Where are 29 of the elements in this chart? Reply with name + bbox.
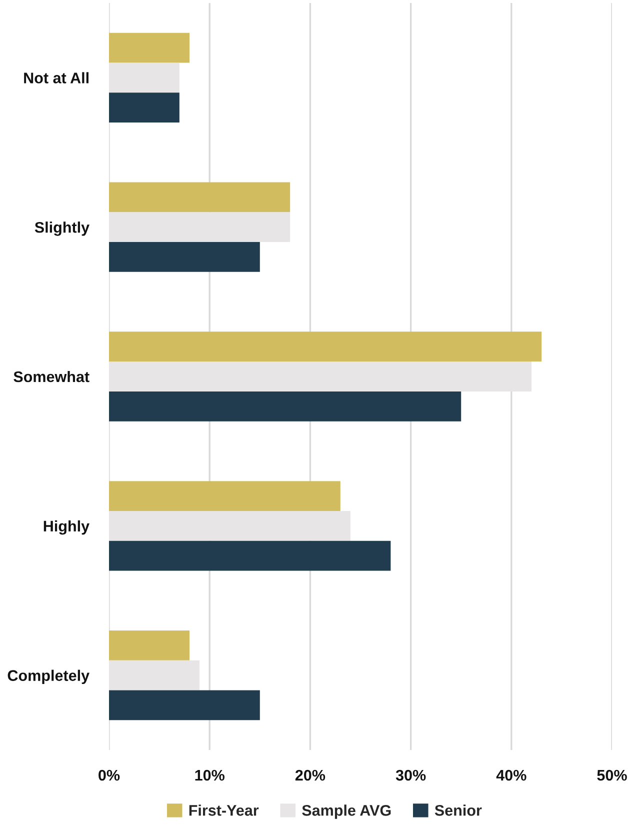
y-tick-label: Somewhat [14, 370, 90, 382]
bar [109, 92, 180, 123]
bar [109, 32, 190, 63]
x-tick-label: 0% [98, 770, 120, 781]
bar [109, 242, 260, 272]
legend-label: Senior [434, 804, 482, 816]
x-tick-label: 40% [496, 770, 526, 781]
bar [109, 540, 391, 571]
bar [109, 660, 200, 690]
x-tick-label: 20% [295, 770, 326, 781]
bar [109, 332, 542, 362]
bar [109, 362, 532, 392]
bar [109, 212, 290, 242]
bar [109, 690, 260, 720]
y-tick-label: Not at All [24, 72, 88, 84]
x-tick-label: 30% [396, 770, 426, 781]
legend-label: Sample AVG [302, 804, 391, 819]
y-tick-label: Slightly [34, 222, 90, 236]
bar [109, 62, 180, 93]
x-tick-label: 50% [597, 770, 627, 781]
y-tick-label: Highly [44, 520, 90, 535]
bar [109, 630, 190, 660]
bar [109, 510, 350, 541]
y-tick-label: Completely [8, 670, 90, 684]
bar [109, 481, 340, 511]
bar [109, 182, 290, 212]
legend-label: First-Year [189, 804, 259, 816]
x-tick-label: 10% [195, 770, 224, 781]
bar [109, 391, 462, 422]
